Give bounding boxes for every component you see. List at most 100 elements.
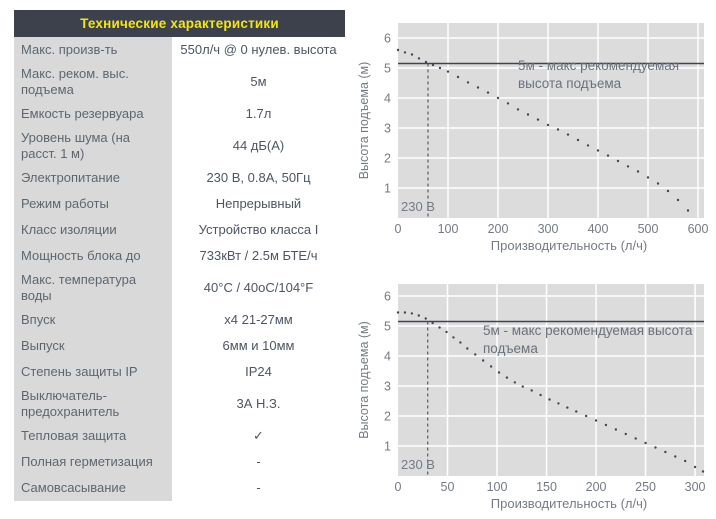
voltage-label: 230 В [401,199,435,214]
curve-dot [664,450,667,454]
curve-dot [438,66,442,70]
max-lift-annotation: 5м - макс рекомендуемая высота подъема [518,58,680,92]
spec-value: Устройство класса I [198,222,319,237]
y-tick-label: 2 [384,152,391,166]
curve-dot [466,347,469,350]
spec-value: ✓ [253,428,264,443]
y-tick-label: 4 [384,92,391,106]
spec-table-title: Технические характеристики [14,10,345,37]
spec-value: Непрерывный [215,196,302,211]
curve-dot [614,428,618,431]
curve-dot [513,381,517,384]
x-axis-title: Производительность (л/ч) [491,238,647,253]
curve-dot [566,133,570,136]
curve-dot [676,198,680,202]
spec-value: 230 В, 0.8А, 50Гц [206,170,311,185]
curve-dot [424,60,428,64]
spec-row-3: Уровень шума (на расст. 1 м) 44 дБ(А) [14,127,345,165]
spec-row-14: Полная герметизация - [14,449,345,475]
curve-dot [466,81,470,84]
curve-dot [505,376,509,379]
curve-dot [424,317,427,320]
x-tick-label: 50 [441,480,455,494]
spec-row-4: Электропитание 230 В, 0.8А, 50Гц [14,165,345,191]
chart-svg-0: 1 2 3 4 5 6 0 100 200 300 400 500 600 Производительно… [357,23,708,253]
curve-dot [438,326,441,329]
y-tick-label: 3 [384,122,391,136]
curve-dot [557,402,560,405]
curve-dot [644,441,647,445]
curve-dot [624,432,627,436]
spec-value: 40°C / 40оС/104°F [203,280,314,295]
curve-dot [626,165,630,168]
curve-dot [417,314,420,317]
curve-dot [396,48,400,52]
curve-dot [556,128,560,131]
x-tick-label: 150 [536,480,557,494]
curve-dot [431,63,435,67]
x-tick-label: 500 [638,222,659,236]
curve-dot [476,86,480,89]
x-axis-title: Производительность (л/ч) [491,496,647,511]
curve-dot [403,311,407,314]
spec-label: Мощность блока до [14,243,172,269]
y-tick-label: 3 [384,380,391,394]
curve-dot [546,123,550,127]
spec-value: 44 дБ(А) [232,138,285,153]
spec-row-5: Режим работы Непрерывный [14,191,345,217]
y-tick-label: 5 [384,62,391,76]
spec-row-0: Макс. произв-ть 550л/ч @ 0 нулев. высота [14,37,345,63]
curve-dot [516,108,520,111]
y-tick-label: 1 [384,182,391,196]
voltage-label: 230 В [401,457,435,472]
curve-dot [452,336,455,339]
curve-dot [403,51,407,54]
x-tick-label: 100 [438,222,459,236]
spec-label: Уровень шума (на расст. 1 м) [14,127,172,165]
curve-dot [456,75,460,79]
spec-value: - [256,454,261,469]
curve-dot [410,312,414,315]
max-lift-annotation: 5м - макс рекомендуемая высота подъема [483,323,693,357]
curve-dot [566,406,569,409]
curve-dot [701,470,705,473]
spec-row-8: Макс. температура воды 40°C / 40оС/104°F [14,269,345,307]
spec-row-6: Класс изоляции Устройство класса I [14,217,345,243]
y-tick-label: 5 [384,320,391,334]
curve-dot [396,311,400,314]
spec-row-15: Самовсасывание - [14,475,345,501]
spec-value: 5м [250,74,267,89]
curve-dot [530,389,533,392]
curve-dot [431,321,434,325]
curve-dot [686,209,690,212]
spec-row-12: Выключатель-предохранитель 3А Н.З. [14,385,345,423]
x-tick-label: 300 [538,222,559,236]
x-tick-label: 0 [395,222,402,236]
spec-value: 733кВт / 2.5м БТЕ/ч [199,248,318,263]
spec-label: Тепловая защита [14,423,172,449]
spec-table: Технические характеристики Макс. произв-… [14,10,345,501]
curve-dot [521,385,524,388]
curve-dot [594,419,598,422]
spec-value: 1.7л [245,106,272,121]
curve-dot [496,96,500,100]
plot-area [398,23,704,218]
curve-dot [526,113,530,116]
y-tick-label: 6 [384,290,391,304]
spec-row-13: Тепловая защита ✓ [14,423,345,449]
curve-dot [634,437,637,440]
spec-label: Режим работы [14,191,172,217]
curve-dot [481,359,485,362]
spec-value: х4 21-27мм [224,312,293,327]
spec-row-2: Емкость резервуара 1.7л [14,101,345,127]
y-tick-label: 6 [384,32,391,46]
curve-dot [417,57,421,60]
spec-value: 6мм и 10мм [222,338,295,353]
curve-dot [539,393,542,397]
y-axis-title: Высота подъема (м) [357,321,371,439]
spec-value: 550л/ч @ 0 нулев. высота [180,42,337,57]
spec-label: Макс. произв-ть [14,37,172,63]
curve-dot [497,371,501,374]
spec-label: Степень защиты IP [14,359,172,385]
